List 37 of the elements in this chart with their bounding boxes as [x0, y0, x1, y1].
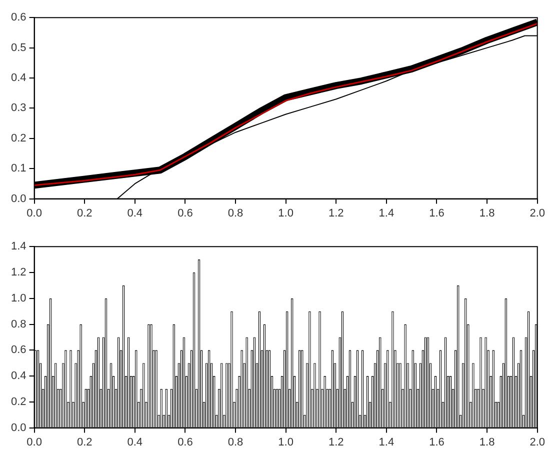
y-tick-label: 0.4 [10, 72, 26, 84]
x-tick-label: 2.0 [530, 207, 546, 220]
x-tick-label: 1.0 [278, 436, 294, 448]
y-tick-label: 1.2 [10, 266, 26, 279]
x-tick-label: 0.6 [178, 207, 193, 220]
x-tick-label: 1.4 [378, 436, 394, 448]
y-tick-label: 0.6 [10, 12, 26, 24]
y-tick-label: 0.0 [10, 192, 26, 205]
x-tick-label: 1.0 [278, 207, 294, 220]
y-tick-label: 1.0 [10, 292, 26, 304]
y-tick-label: 0.2 [10, 132, 26, 144]
y-tick-label: 0.1 [10, 162, 26, 175]
x-tick-label: 1.2 [328, 207, 344, 220]
x-tick-label: 0.0 [26, 436, 42, 448]
y-tick-label: 0.4 [10, 370, 26, 382]
x-tick-label: 1.2 [328, 436, 344, 448]
x-tick-label: 0.2 [76, 207, 92, 220]
x-tick-label: 1.6 [429, 436, 444, 448]
y-tick-label: 0.8 [10, 318, 26, 330]
x-tick-label: 1.8 [479, 436, 495, 448]
y-tick-label: 0.5 [10, 42, 26, 54]
x-tick-label: 1.4 [378, 207, 394, 220]
x-tick-label: 0.4 [127, 207, 143, 220]
x-tick-label: 1.8 [479, 207, 495, 220]
y-tick-label: 1.4 [10, 240, 26, 253]
x-tick-label: 0.8 [228, 436, 244, 448]
x-tick-label: 0.4 [127, 436, 143, 448]
x-tick-label: 0.6 [178, 436, 193, 448]
y-tick-label: 0.2 [10, 396, 26, 408]
x-tick-label: 0.0 [26, 207, 42, 220]
y-tick-label: 0.6 [10, 344, 26, 356]
x-tick-label: 0.8 [228, 207, 244, 220]
x-tick-label: 0.2 [76, 436, 92, 448]
x-tick-label: 2.0 [530, 436, 546, 448]
x-tick-label: 1.6 [429, 207, 444, 220]
y-tick-label: 0.3 [10, 102, 26, 114]
y-tick-label: 0.0 [10, 422, 26, 434]
